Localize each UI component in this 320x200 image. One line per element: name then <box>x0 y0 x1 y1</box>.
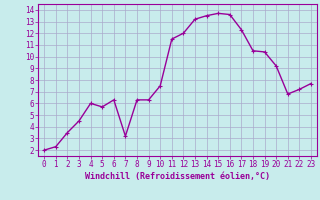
X-axis label: Windchill (Refroidissement éolien,°C): Windchill (Refroidissement éolien,°C) <box>85 172 270 181</box>
